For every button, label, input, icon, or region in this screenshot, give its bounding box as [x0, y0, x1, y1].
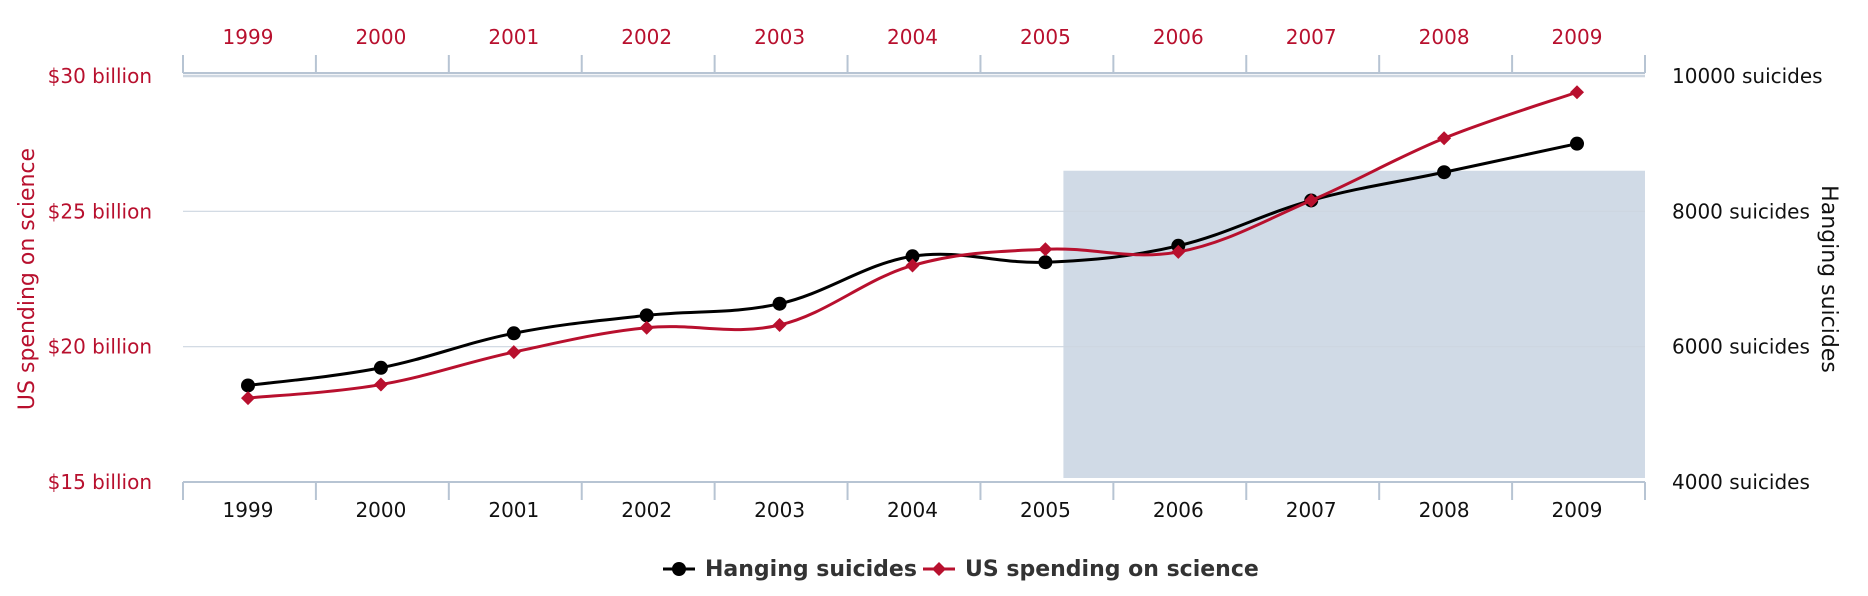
y-left-tick-label: $25 billion	[48, 199, 152, 223]
data-point-hanging-suicides	[772, 296, 787, 311]
x-tick-label-top: 2006	[1153, 25, 1204, 49]
data-point-hanging-suicides	[1437, 165, 1452, 180]
x-tick-label-bottom: 2003	[754, 498, 805, 522]
legend-marker-circle-icon	[672, 562, 686, 576]
highlight-region	[1063, 170, 1645, 478]
data-point-hanging-suicides	[506, 326, 521, 341]
x-tick-label-top: 2000	[355, 25, 406, 49]
y-right-tick-label: 8000 suicides	[1672, 199, 1810, 223]
y-right-axis-title: Hanging suicides	[1816, 185, 1841, 373]
data-point-us-spending-on-science	[506, 345, 521, 360]
data-point-hanging-suicides	[1570, 136, 1584, 151]
data-point-hanging-suicides	[373, 360, 388, 375]
data-point-us-spending-on-science	[1437, 131, 1452, 146]
x-tick-label-bottom: 2008	[1419, 498, 1470, 522]
data-point-hanging-suicides	[905, 249, 920, 264]
data-point-hanging-suicides	[1038, 255, 1053, 270]
x-tick-label-top: 2009	[1552, 25, 1603, 49]
data-point-us-spending-on-science	[1038, 242, 1053, 257]
x-tick-label-bottom: 2005	[1020, 498, 1071, 522]
x-tick-label-top: 2004	[887, 25, 938, 49]
x-tick-label-top: 2003	[754, 25, 805, 49]
legend-label: US spending on science	[965, 557, 1259, 582]
x-tick-label-top: 2008	[1419, 25, 1470, 49]
x-tick-label-bottom: 1999	[223, 498, 274, 522]
legend-item-us-spending-on-science: US spending on science	[923, 557, 1259, 582]
data-point-us-spending-on-science	[1171, 244, 1186, 259]
data-point-us-spending-on-science	[1304, 193, 1319, 208]
x-tick-label-bottom: 2001	[488, 498, 539, 522]
y-left-tick-label: $15 billion	[48, 470, 152, 494]
y-right-tick-label: 4000 suicides	[1672, 470, 1810, 494]
data-point-hanging-suicides	[639, 308, 654, 323]
data-point-us-spending-on-science	[905, 258, 920, 273]
legend-marker-diamond-icon	[932, 562, 946, 576]
legend-item-hanging-suicides: Hanging suicides	[663, 557, 917, 582]
y-right-tick-label: 6000 suicides	[1672, 335, 1810, 359]
data-point-us-spending-on-science	[1570, 85, 1584, 100]
x-tick-label-bottom: 2002	[621, 498, 672, 522]
y-left-tick-label: $20 billion	[48, 335, 152, 359]
data-point-hanging-suicides	[241, 378, 255, 393]
legend-label: Hanging suicides	[705, 557, 917, 582]
x-tick-label-bottom: 2000	[355, 498, 406, 522]
x-tick-label-bottom: 2009	[1552, 498, 1603, 522]
x-tick-label-top: 1999	[223, 25, 274, 49]
data-point-us-spending-on-science	[241, 391, 255, 406]
y-left-tick-label: $30 billion	[48, 64, 152, 88]
data-point-us-spending-on-science	[639, 320, 654, 335]
data-point-us-spending-on-science	[373, 377, 388, 392]
x-tick-label-bottom: 2006	[1153, 498, 1204, 522]
x-tick-label-top: 2001	[488, 25, 539, 49]
x-tick-label-bottom: 2004	[887, 498, 938, 522]
x-tick-label-top: 2005	[1020, 25, 1071, 49]
data-point-us-spending-on-science	[772, 318, 787, 333]
x-tick-label-bottom: 2007	[1286, 498, 1337, 522]
y-left-axis-title: US spending on science	[15, 148, 40, 410]
y-right-tick-label: 10000 suicides	[1672, 64, 1823, 88]
x-tick-label-top: 2002	[621, 25, 672, 49]
x-tick-label-top: 2007	[1286, 25, 1337, 49]
